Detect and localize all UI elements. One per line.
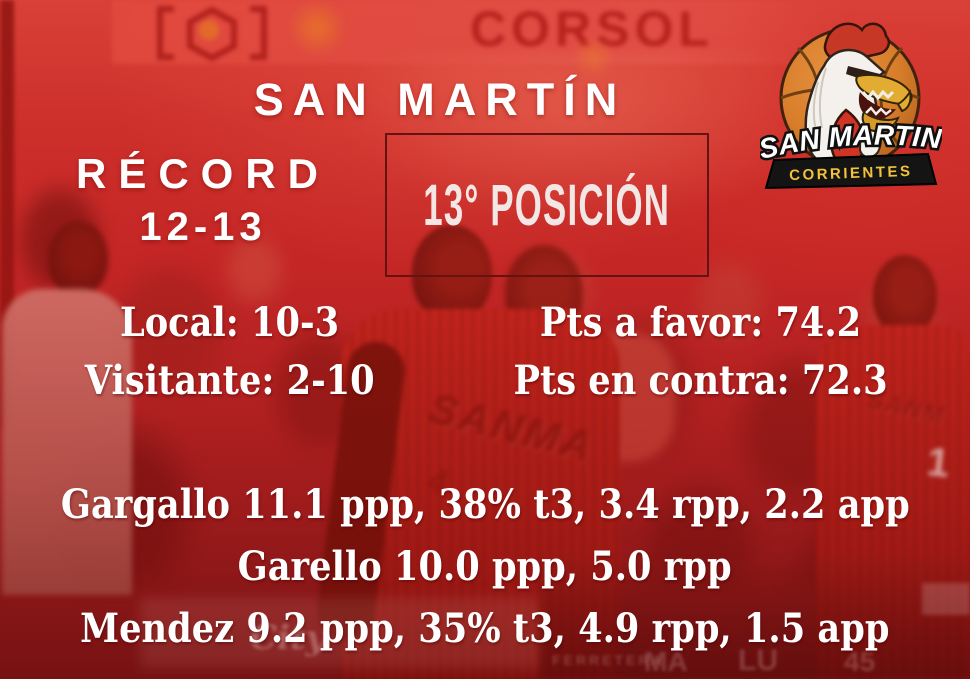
stat-local: Local: 10-3 [16, 294, 444, 352]
home-away-stats: Local: 10-3 Visitante: 2-10 [16, 294, 444, 410]
board-text-ferretera: FERRETERA [552, 652, 665, 668]
corsol-hexagon-icon [157, 6, 267, 62]
position-text: 13° POSICIÓN [423, 172, 671, 238]
courtside-board-dark [540, 560, 970, 679]
stat-local-text: Local: 10-3 [120, 299, 340, 346]
player-stat-line: Garello 10.0 ppp, 5.0 rpp [0, 536, 970, 598]
player-stat-line: Mendez 9.2 ppp, 35% t3, 4.9 rpp, 1.5 app [0, 598, 970, 660]
stat-pts-favor-text: Pts a favor: 74.2 [540, 299, 862, 346]
player-head [48, 221, 108, 295]
board-text-city: City [250, 618, 325, 658]
record-value: 12-13 [139, 205, 267, 249]
logo-city-banner: CORRIENTES [764, 152, 938, 190]
board-text-45: 45 [844, 646, 875, 678]
board-text-lu: LU [738, 644, 778, 678]
banner-orange-blob [286, 0, 348, 56]
team-name-title: SAN MARTÍN [253, 74, 627, 125]
player-stat-line: Gargallo 11.1 ppp, 38% t3, 3.4 rpp, 2.2 … [0, 474, 970, 536]
stat-pts-contra: Pts en contra: 72.3 [448, 352, 954, 410]
courtside-board-white [922, 583, 970, 615]
team-logo: CORRIENTES SAN MARTIN [760, 22, 942, 190]
player-head [412, 225, 492, 321]
points-stats: Pts a favor: 74.2 Pts en contra: 72.3 [448, 294, 954, 410]
stat-visitante-text: Visitante: 2-10 [85, 357, 375, 404]
rooster-icon [804, 22, 913, 168]
player-stat-mendez: Mendez 9.2 ppp, 35% t3, 4.9 rpp, 1.5 app [80, 605, 890, 652]
board-text-ma: MA [644, 646, 688, 678]
record-label: RÉCORD [75, 150, 330, 197]
player-stats-list: Gargallo 11.1 ppp, 38% t3, 3.4 rpp, 2.2 … [0, 474, 970, 660]
stat-pts-contra-text: Pts en contra: 72.3 [513, 357, 889, 404]
stat-visitante: Visitante: 2-10 [16, 352, 444, 410]
courtside-board-light [140, 598, 540, 668]
background-player-left [0, 215, 145, 595]
position-box: 13° POSICIÓN [385, 133, 709, 277]
player-head [873, 255, 937, 335]
record-block: RÉCORD 12-13 [18, 150, 388, 250]
stat-pts-favor: Pts a favor: 74.2 [448, 294, 954, 352]
player-stat-garello: Garello 10.0 ppp, 5.0 rpp [238, 543, 732, 590]
player-stat-gargallo: Gargallo 11.1 ppp, 38% t3, 3.4 rpp, 2.2 … [60, 481, 910, 528]
player-jersey-white [2, 289, 132, 595]
logo-city-text: CORRIENTES [789, 163, 913, 184]
